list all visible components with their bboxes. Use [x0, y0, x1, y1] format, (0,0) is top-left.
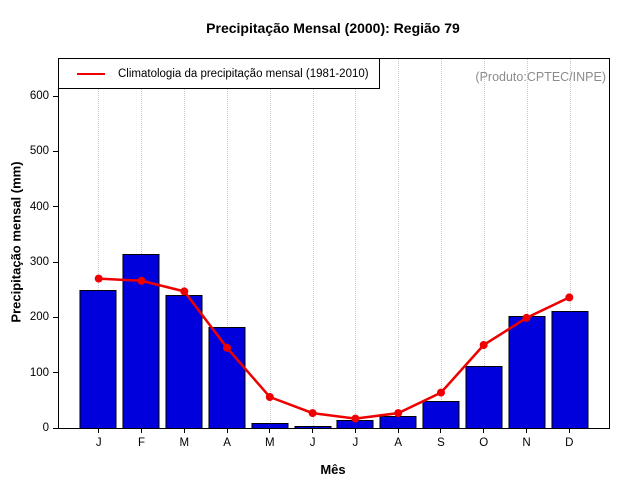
precipitation-bar-n11 — [508, 315, 546, 428]
climatology-point-6 — [308, 409, 317, 418]
gridline — [98, 59, 100, 428]
gridline — [184, 59, 186, 428]
x-axis-title: Mês — [320, 462, 346, 477]
precipitation-bar-j6 — [294, 425, 332, 428]
climatology-point-3 — [180, 287, 189, 296]
x-tick-label: F — [137, 437, 145, 449]
x-axis-tick — [526, 428, 528, 433]
y-axis-tick — [53, 427, 59, 429]
y-axis-title: Precipitação mensal (mm) — [8, 161, 24, 323]
x-axis-tick — [312, 428, 314, 433]
legend-label: Climatologia da precipitação mensal (198… — [118, 67, 369, 80]
precipitation-bar-s9 — [422, 400, 460, 428]
x-tick-label: J — [309, 437, 316, 449]
x-axis-tick — [354, 428, 356, 433]
x-axis-tick — [140, 428, 142, 433]
precipitation-bar-o10 — [465, 365, 503, 428]
y-axis-tick — [53, 316, 59, 318]
y-tick-label: 600 — [29, 90, 49, 103]
y-axis-tick — [53, 261, 59, 263]
gridline — [312, 59, 314, 428]
x-tick-label: A — [223, 437, 231, 449]
x-axis-tick — [183, 428, 185, 433]
precipitation-bar-m3 — [165, 295, 203, 428]
gridline — [226, 59, 228, 428]
gridline — [398, 59, 400, 428]
legend-box: Climatologia da precipitação mensal (198… — [58, 58, 380, 89]
month-cell-11 — [505, 59, 548, 428]
climatology-point-5 — [265, 393, 274, 401]
x-axis-tick — [98, 428, 100, 433]
climatology-point-10 — [479, 341, 488, 349]
x-axis-tick — [397, 428, 399, 433]
x-tick-label: J — [95, 437, 102, 449]
x-tick-label: S — [437, 437, 445, 449]
gridline — [569, 59, 571, 428]
precipitation-bar-m5 — [251, 423, 289, 428]
x-tick-label: A — [394, 437, 403, 449]
precipitation-bar-j1 — [79, 289, 117, 428]
gridline — [441, 59, 443, 428]
climatology-point-7 — [351, 414, 360, 423]
x-axis-tick — [269, 428, 271, 433]
climatology-point-8 — [394, 409, 403, 418]
climatology-point-9 — [437, 388, 445, 397]
climatology-point-11 — [522, 313, 531, 322]
y-tick-label: 200 — [29, 311, 49, 324]
x-axis-tick — [483, 428, 485, 433]
chart-title: Precipitação Mensal (2000): Região 79 — [206, 20, 460, 36]
gridline — [526, 59, 528, 428]
y-tick-label: 100 — [29, 366, 49, 379]
month-cell-10 — [462, 59, 505, 428]
climatology-point-1 — [94, 274, 103, 283]
month-cell-9 — [420, 59, 463, 428]
gridline — [269, 59, 271, 428]
x-tick-label: O — [479, 437, 489, 449]
x-axis-tick — [226, 428, 228, 433]
x-tick-label: D — [565, 437, 574, 449]
y-axis-tick — [53, 206, 59, 208]
watermark-text: (Produto:CPTEC/INPE) — [475, 70, 606, 84]
month-cell-3 — [163, 59, 206, 428]
y-tick-label: 0 — [42, 422, 49, 434]
x-tick-label: J — [352, 437, 359, 449]
gridline — [141, 59, 143, 428]
gridline — [355, 59, 357, 428]
climatology-line-layer — [94, 274, 574, 423]
gridline — [483, 59, 485, 428]
x-axis-tick — [568, 428, 570, 433]
climatology-point-4 — [223, 343, 231, 352]
month-cell-1 — [77, 59, 120, 428]
x-tick-label: N — [522, 437, 531, 449]
climatology-point-12 — [565, 293, 574, 302]
y-axis-tick — [53, 150, 59, 152]
bars-layer — [77, 59, 591, 428]
x-axis-tick — [440, 428, 442, 433]
y-axis-tick — [53, 372, 59, 374]
x-tick-label: M — [265, 437, 275, 449]
y-tick-label: 300 — [29, 256, 49, 269]
month-cell-12 — [548, 59, 591, 428]
legend-line-sample — [77, 72, 105, 75]
precipitation-bar-d12 — [551, 311, 589, 428]
month-cell-5 — [248, 59, 291, 428]
climatology-point-2 — [137, 276, 146, 285]
y-tick-label: 400 — [29, 200, 49, 213]
climatology-line — [98, 277, 570, 420]
y-tick-label: 500 — [29, 145, 49, 158]
y-axis-tick — [53, 95, 59, 97]
month-cell-6 — [291, 59, 334, 428]
plot-area: Climatologia da precipitação mensal (198… — [30, 58, 610, 449]
x-tick-label: M — [179, 437, 190, 449]
